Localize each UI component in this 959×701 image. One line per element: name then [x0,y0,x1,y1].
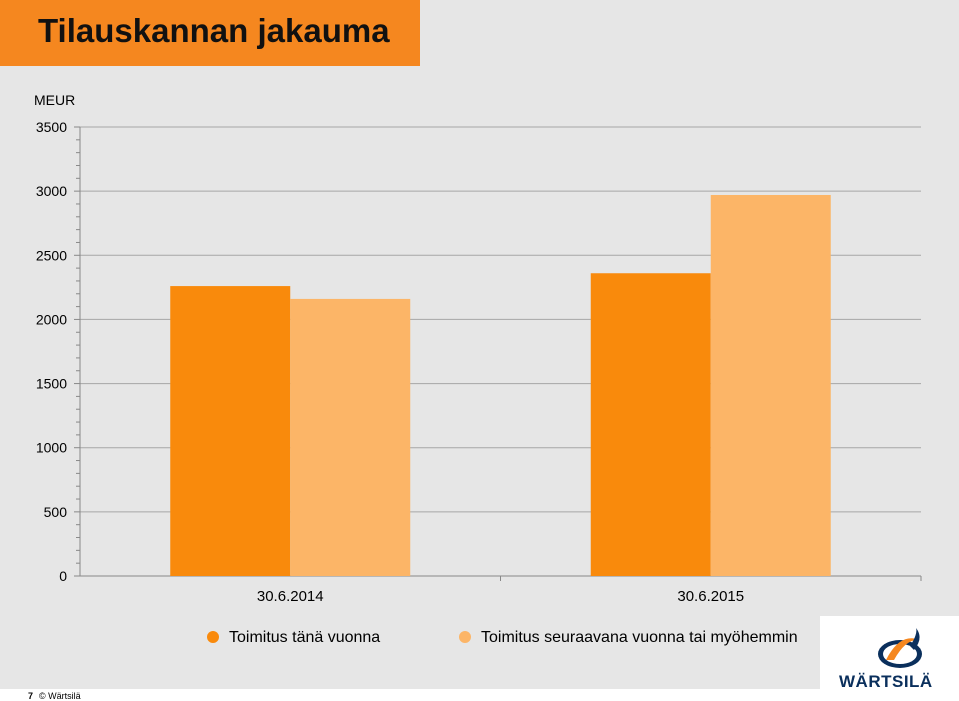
legend-label-series-2: Toimitus seuraavana vuonna tai myöhemmin [481,629,798,646]
y-tick-label: 0 [59,568,67,584]
legend-item-series-1: Toimitus tänä vuonna [207,629,380,647]
logo-emblem-icon [878,628,922,668]
legend-swatch-series-2 [459,631,471,643]
x-tick-label: 30.6.2014 [257,588,324,605]
y-tick-label: 3000 [36,183,67,199]
footer: 7 © Wärtsilä [28,691,81,701]
legend-label-series-1: Toimitus tänä vuonna [229,629,381,646]
slide-title: Tilauskannan jakauma [38,12,390,49]
legend-item-series-2: Toimitus seuraavana vuonna tai myöhemmin [459,629,798,647]
bar-series-1 [590,273,711,576]
y-tick-label: 2000 [36,311,67,327]
page-number: 7 [28,691,34,701]
bar-series-1 [170,286,291,576]
bar-series-2 [710,194,831,576]
y-tick-label: 500 [44,504,68,520]
title-bar: Tilauskannan jakauma [0,0,420,66]
chart-canvas: 0 500 1000 1500 2000 2500 3000 3500 30.6.2014 30.… [36,119,922,605]
company-logo: WÄRTSILÄ [820,616,959,701]
x-tick-label: 30.6.2015 [677,588,744,605]
bar-series-2 [290,298,411,576]
y-tick-label: 2500 [36,247,67,263]
footer-bar [0,689,959,701]
y-tick-label: 1000 [36,440,67,456]
copyright-text: © Wärtsilä [39,691,81,701]
y-axis-unit-label: MEUR [34,92,76,108]
y-tick-label: 3500 [36,119,67,135]
logo-wordmark: WÄRTSILÄ [839,672,933,691]
y-tick-label: 1500 [36,376,67,392]
legend-swatch-series-1 [207,631,219,643]
